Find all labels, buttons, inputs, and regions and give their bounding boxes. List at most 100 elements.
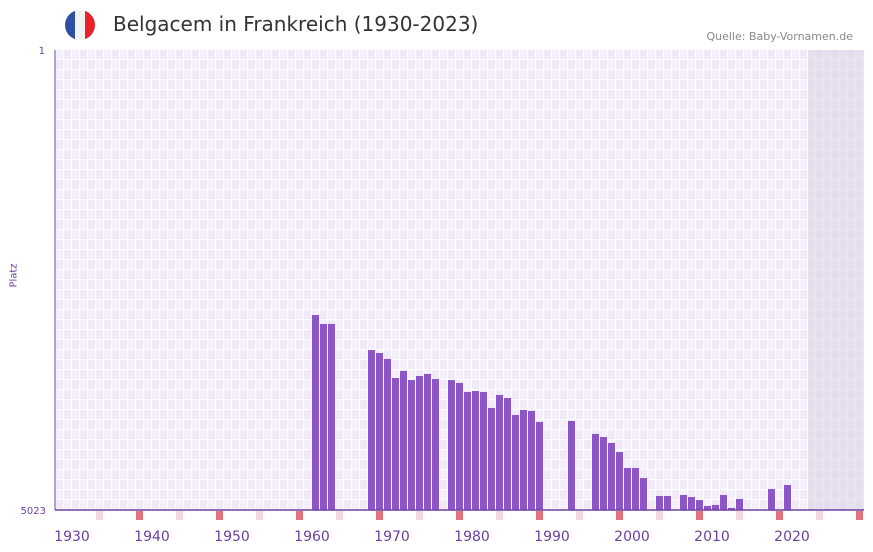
grid-cell [608, 390, 615, 399]
grid-cell [528, 230, 535, 239]
grid-cell [160, 90, 167, 99]
grid-cell [616, 170, 623, 179]
grid-cell [576, 270, 583, 279]
grid-cell [304, 390, 311, 399]
grid-cell [304, 380, 311, 389]
grid-cell [64, 240, 71, 249]
grid-cell [128, 70, 135, 79]
grid-cell [144, 470, 151, 479]
grid-cell [104, 150, 111, 159]
grid-cell [704, 280, 711, 289]
grid-cell [200, 470, 207, 479]
grid-cell [624, 420, 631, 429]
grid-cell [464, 260, 471, 269]
grid-cell [656, 420, 663, 429]
grid-cell [272, 110, 279, 119]
grid-cell [744, 380, 751, 389]
grid-cell [368, 160, 375, 169]
grid-cell [616, 200, 623, 209]
grid-cell [800, 240, 807, 249]
grid-cell [576, 290, 583, 299]
grid-cell [272, 380, 279, 389]
grid-cell [136, 440, 143, 449]
grid-cell [424, 60, 431, 69]
grid-cell [216, 90, 223, 99]
grid-cell [584, 60, 591, 69]
grid-cell [248, 230, 255, 239]
grid-cell [160, 470, 167, 479]
grid-cell [680, 160, 687, 169]
grid-cell [64, 140, 71, 149]
grid-cell [600, 160, 607, 169]
grid-cell [552, 360, 559, 369]
grid-cell [128, 190, 135, 199]
grid-cell [584, 160, 591, 169]
grid-cell [632, 50, 639, 59]
grid-cell [496, 260, 503, 269]
grid-cell [344, 330, 351, 339]
grid-cell [352, 330, 359, 339]
grid-cell [200, 500, 207, 509]
grid-cell [544, 240, 551, 249]
grid-cell [88, 380, 95, 389]
grid-cell [248, 80, 255, 89]
grid-cell [184, 420, 191, 429]
grid-cell [80, 210, 87, 219]
grid-cell [680, 400, 687, 409]
grid-cell [776, 250, 783, 259]
grid-cell [288, 420, 295, 429]
grid-cell [496, 60, 503, 69]
grid-cell [224, 400, 231, 409]
grid-cell [192, 250, 199, 259]
grid-cell [120, 260, 127, 269]
grid-cell [312, 230, 319, 239]
grid-cell [336, 410, 343, 419]
grid-cell [424, 150, 431, 159]
grid-cell [344, 430, 351, 439]
grid-cell [432, 340, 439, 349]
grid-cell [216, 370, 223, 379]
grid-cell [704, 430, 711, 439]
grid-cell [216, 290, 223, 299]
grid-cell [736, 130, 743, 139]
grid-cell [600, 420, 607, 429]
grid-cell [504, 360, 511, 369]
grid-cell [336, 290, 343, 299]
bar-2006 [680, 494, 687, 510]
grid-cell [80, 50, 87, 59]
grid-cell [448, 50, 455, 59]
grid-cell [280, 170, 287, 179]
grid-cell [312, 260, 319, 269]
grid-cell [792, 330, 799, 339]
grid-cell [416, 70, 423, 79]
grid-cell [512, 340, 519, 349]
grid-cell [288, 470, 295, 479]
grid-cell [584, 450, 591, 459]
grid-cell [480, 260, 487, 269]
grid-cell [432, 210, 439, 219]
grid-cell [288, 480, 295, 489]
grid-cell [144, 170, 151, 179]
grid-cell [248, 140, 255, 149]
grid-cell [344, 370, 351, 379]
grid-cell [360, 430, 367, 439]
grid-cell [712, 460, 719, 469]
grid-cell [608, 210, 615, 219]
grid-cell [624, 80, 631, 89]
grid-cell [616, 310, 623, 319]
grid-cell [448, 350, 455, 359]
grid-cell [616, 350, 623, 359]
grid-cell [400, 330, 407, 339]
grid-cell [680, 250, 687, 259]
grid-cell [88, 340, 95, 349]
grid-cell [440, 140, 447, 149]
grid-cell [208, 360, 215, 369]
grid-cell [592, 140, 599, 149]
grid-cell [720, 480, 727, 489]
grid-cell [352, 500, 359, 509]
grid-cell [376, 330, 383, 339]
grid-cell [336, 190, 343, 199]
grid-cell [544, 390, 551, 399]
bar-1979 [464, 392, 471, 510]
grid-cell [104, 460, 111, 469]
